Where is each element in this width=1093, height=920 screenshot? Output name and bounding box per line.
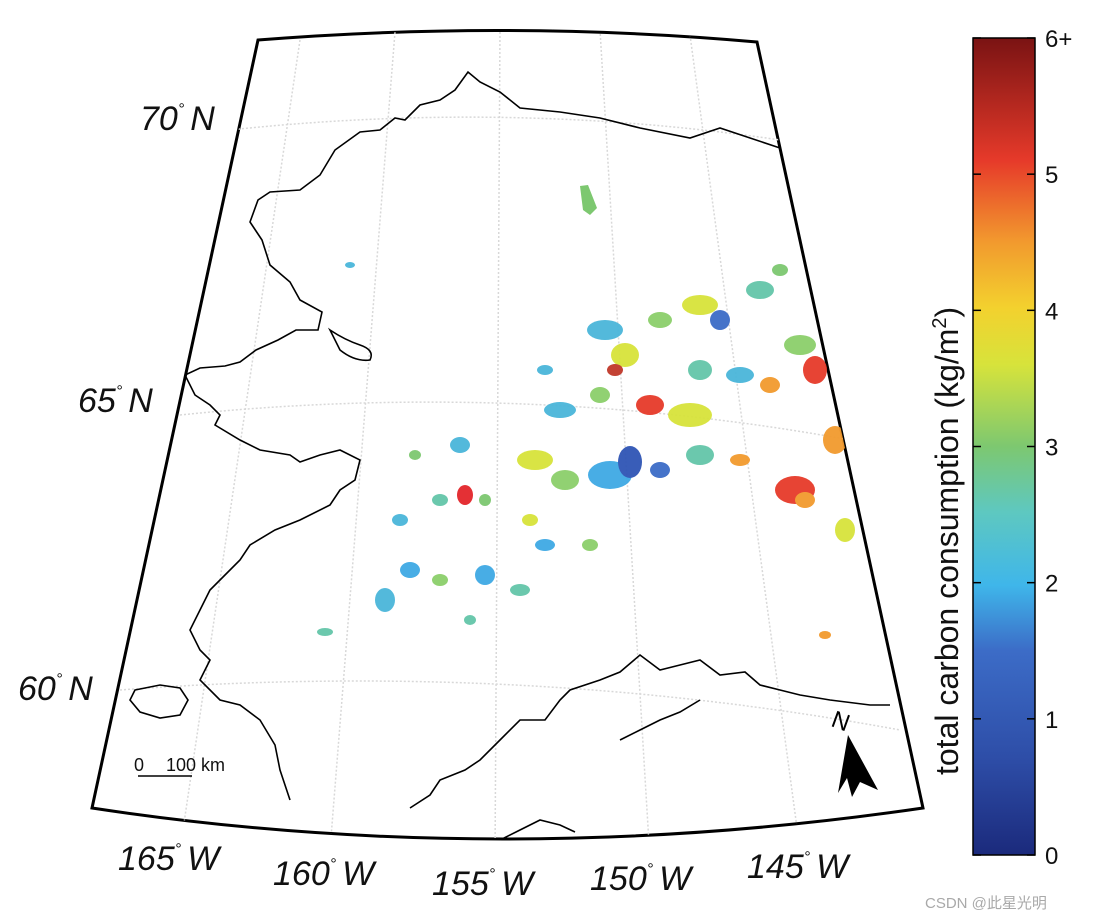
colorbar-tick-label: 2 [1045, 571, 1058, 598]
lat-label-65: 65° N [78, 382, 153, 420]
lon-label-160: 160° W [273, 855, 377, 893]
lon-label-165: 165° W [118, 840, 222, 878]
colorbar-tick-label: 6+ [1045, 26, 1072, 53]
scale-bar-zero: 0 [134, 755, 144, 775]
colorbar-gradient [972, 37, 1036, 856]
lon-label-150: 150° W [590, 860, 694, 898]
lon-label-155: 155° W [432, 865, 536, 903]
scale-bar-label: 100 km [166, 755, 225, 775]
watermark: CSDN @此星光明 [925, 895, 1047, 912]
map-frame [90, 28, 925, 841]
burn-patches [317, 185, 855, 639]
lat-label-60: 60° N [18, 670, 93, 708]
colorbar-tick-label: 0 [1045, 843, 1058, 870]
lon-label-145: 145° W [747, 848, 851, 886]
colorbar-tick-label: 5 [1045, 162, 1058, 189]
coastline [129, 70, 890, 839]
lat-label-70: 70° N [140, 100, 215, 138]
graticule [119, 30, 901, 839]
scale-bar: 0 100 km [134, 755, 225, 777]
colorbar-tick-label: 3 [1045, 435, 1058, 462]
north-arrow-icon [838, 735, 878, 797]
colorbar-tick-label: 1 [1045, 707, 1058, 734]
colorbar: 0 1 2 3 4 5 6+ total carbon consumption (kg/m2… [929, 26, 1072, 870]
colorbar-title: total carbon consumption (kg/m2) [929, 307, 965, 775]
colorbar-tick-label: 4 [1045, 298, 1058, 325]
